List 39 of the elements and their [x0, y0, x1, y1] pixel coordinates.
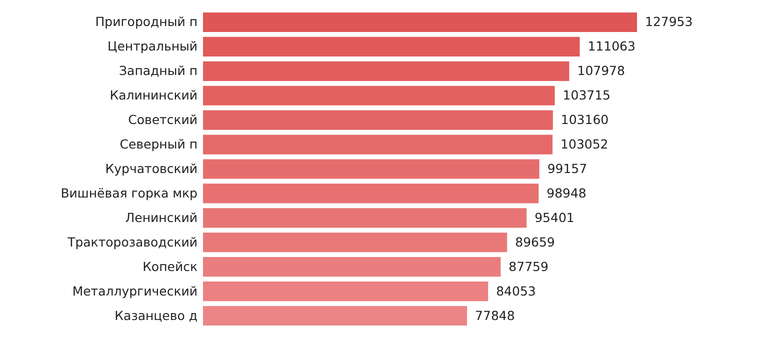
y-tick-label: Калининский	[110, 88, 198, 103]
y-tick-label: Северный п	[120, 136, 198, 152]
data-label: 103052	[560, 136, 608, 152]
bar	[203, 306, 468, 326]
y-tick-label: Казанцево д	[114, 308, 198, 323]
bar	[203, 110, 553, 130]
data-label: 77848	[475, 308, 515, 323]
bar	[203, 159, 540, 179]
data-label: 87759	[508, 258, 548, 274]
data-label: 99157	[547, 161, 588, 176]
data-label: 127953	[645, 14, 693, 30]
y-tick-label: Советский	[128, 112, 198, 128]
y-tick-label: Центральный	[108, 38, 198, 54]
data-label: 103715	[562, 88, 611, 103]
y-tick-label: Западный п	[119, 63, 198, 78]
bar	[203, 282, 488, 302]
bar	[203, 12, 637, 32]
bar	[203, 208, 527, 228]
data-label: 98948	[546, 185, 586, 200]
bar	[203, 184, 539, 204]
data-label: 84053	[496, 283, 536, 298]
data-label: 89659	[515, 234, 555, 250]
data-label: 107978	[577, 63, 626, 78]
bar	[203, 232, 508, 252]
bar	[203, 36, 580, 56]
y-tick-label: Копейск	[142, 258, 198, 274]
bar	[203, 86, 555, 106]
y-tick-label: Тракторозаводский	[66, 234, 198, 250]
bar	[203, 257, 501, 277]
data-label: 95401	[534, 210, 574, 225]
y-tick-label: Вишнёвая горка мкр	[60, 185, 198, 200]
data-label: 103160	[560, 112, 609, 128]
y-tick-label: Ленинский	[125, 210, 198, 225]
data-label: 111063	[588, 38, 636, 54]
y-tick-label: Металлургический	[72, 283, 198, 298]
y-tick-label: Курчатовский	[105, 161, 198, 176]
bar	[203, 61, 570, 81]
y-tick-label: Пригородный п	[95, 14, 198, 30]
bar	[203, 134, 553, 154]
